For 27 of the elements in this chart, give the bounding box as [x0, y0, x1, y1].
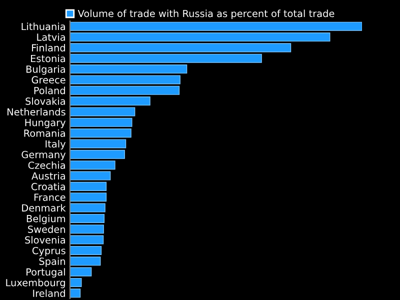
- y-tick-label: Ireland: [33, 289, 65, 297]
- y-tick-label: Finland: [32, 44, 65, 52]
- y-tick-label: Portugal: [26, 268, 65, 278]
- y-tick-label: Hungary: [25, 119, 66, 128]
- y-tick-label: Italy: [46, 140, 66, 150]
- y-tick-label: Austria: [32, 172, 65, 180]
- y-tick-label: Spain: [39, 257, 66, 267]
- y-tick-label: Poland: [34, 86, 65, 94]
- y-tick-label: Netherlands: [8, 108, 66, 116]
- y-tick-label: Croatia: [31, 182, 65, 190]
- y-tick-label: Latvia: [37, 33, 65, 41]
- y-tick-label: Denmark: [22, 204, 66, 212]
- y-tick-label: Czechia: [28, 161, 65, 169]
- y-tick-label: Belgium: [26, 214, 66, 224]
- y-tick-label: Sweden: [28, 225, 66, 233]
- y-tick-label: Greece: [32, 76, 66, 84]
- y-tick-label: Slovenia: [25, 236, 65, 244]
- y-tick-label: France: [34, 194, 66, 201]
- y-tick-label: Germany: [22, 150, 66, 160]
- y-tick-label: Bulgaria: [26, 65, 65, 75]
- y-tick-label: Cyprus: [32, 246, 66, 256]
- y-tick-label: Luxembourg: [6, 278, 65, 288]
- y-tick-label: Romania: [24, 129, 65, 137]
- y-tick-label: Estonia: [31, 54, 65, 62]
- y-tick-label: Slovakia: [26, 97, 65, 105]
- legend-label: Volume of trade with Russia as percent of total trade: [78, 10, 334, 20]
- y-tick-label: Lithuania: [22, 22, 65, 30]
